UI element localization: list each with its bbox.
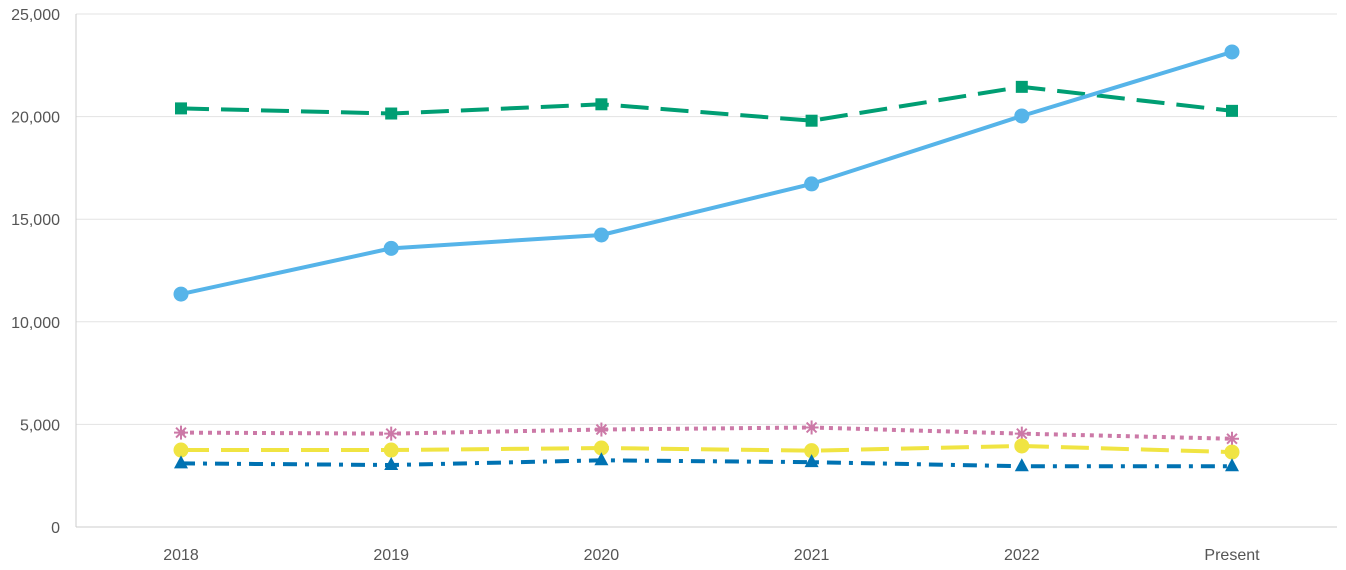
series-4: [174, 452, 1239, 472]
data-point[interactable]: [804, 420, 819, 435]
data-point[interactable]: [1014, 438, 1030, 454]
data-point[interactable]: [174, 425, 188, 440]
x-tick-label: 2022: [1004, 547, 1040, 564]
data-point[interactable]: [383, 442, 399, 458]
x-tick-label: 2021: [794, 547, 830, 564]
x-tick-label: 2019: [373, 547, 409, 564]
gridlines: [76, 13, 1337, 425]
data-point[interactable]: [804, 176, 820, 192]
y-tick-labels: 0 5,000 10,000 15,000 20,000 25,000: [11, 7, 60, 537]
data-point[interactable]: [1226, 104, 1238, 117]
y-tick-label: 0: [51, 520, 60, 537]
data-point[interactable]: [1224, 444, 1240, 460]
data-point[interactable]: [595, 98, 608, 111]
data-point[interactable]: [384, 457, 399, 471]
series: [173, 44, 1240, 472]
data-point[interactable]: [805, 114, 818, 127]
series-line: [180, 50, 1233, 297]
data-point[interactable]: [594, 422, 609, 437]
y-tick-label: 25,000: [11, 7, 60, 24]
x-tick-labels: 2018 2019 2020 2021 2022 Present: [163, 547, 1260, 564]
series-line: [180, 84, 1233, 123]
data-point[interactable]: [593, 440, 609, 456]
data-point[interactable]: [804, 454, 819, 468]
data-point[interactable]: [173, 286, 189, 302]
data-point[interactable]: [593, 227, 609, 243]
series-line: [181, 443, 1233, 455]
x-tick-label: Present: [1204, 547, 1260, 564]
data-point[interactable]: [175, 102, 187, 115]
y-tick-label: 15,000: [11, 212, 60, 229]
data-point[interactable]: [1014, 458, 1029, 472]
data-point[interactable]: [383, 240, 399, 256]
data-point[interactable]: [1014, 108, 1030, 124]
series-line: [180, 458, 1232, 469]
data-point[interactable]: [1015, 80, 1028, 93]
data-point[interactable]: [1014, 426, 1029, 441]
data-point[interactable]: [1225, 458, 1239, 472]
data-point[interactable]: [1224, 44, 1240, 60]
data-point[interactable]: [385, 107, 398, 120]
x-tick-label: 2020: [584, 547, 620, 564]
x-tick-label: 2018: [163, 547, 199, 564]
data-point[interactable]: [804, 443, 820, 459]
data-point[interactable]: [173, 442, 189, 458]
series-1: [173, 44, 1240, 302]
y-tick-label: 5,000: [20, 417, 60, 434]
data-point[interactable]: [1225, 431, 1239, 446]
series-0: [175, 80, 1238, 127]
series-line: [180, 425, 1233, 441]
y-tick-label: 10,000: [11, 315, 60, 332]
data-point[interactable]: [594, 452, 609, 466]
data-point[interactable]: [384, 426, 399, 441]
series-3: [173, 438, 1240, 460]
y-tick-label: 20,000: [11, 110, 60, 127]
axes: [75, 14, 1337, 528]
data-point[interactable]: [174, 455, 188, 469]
series-2: [174, 420, 1239, 446]
